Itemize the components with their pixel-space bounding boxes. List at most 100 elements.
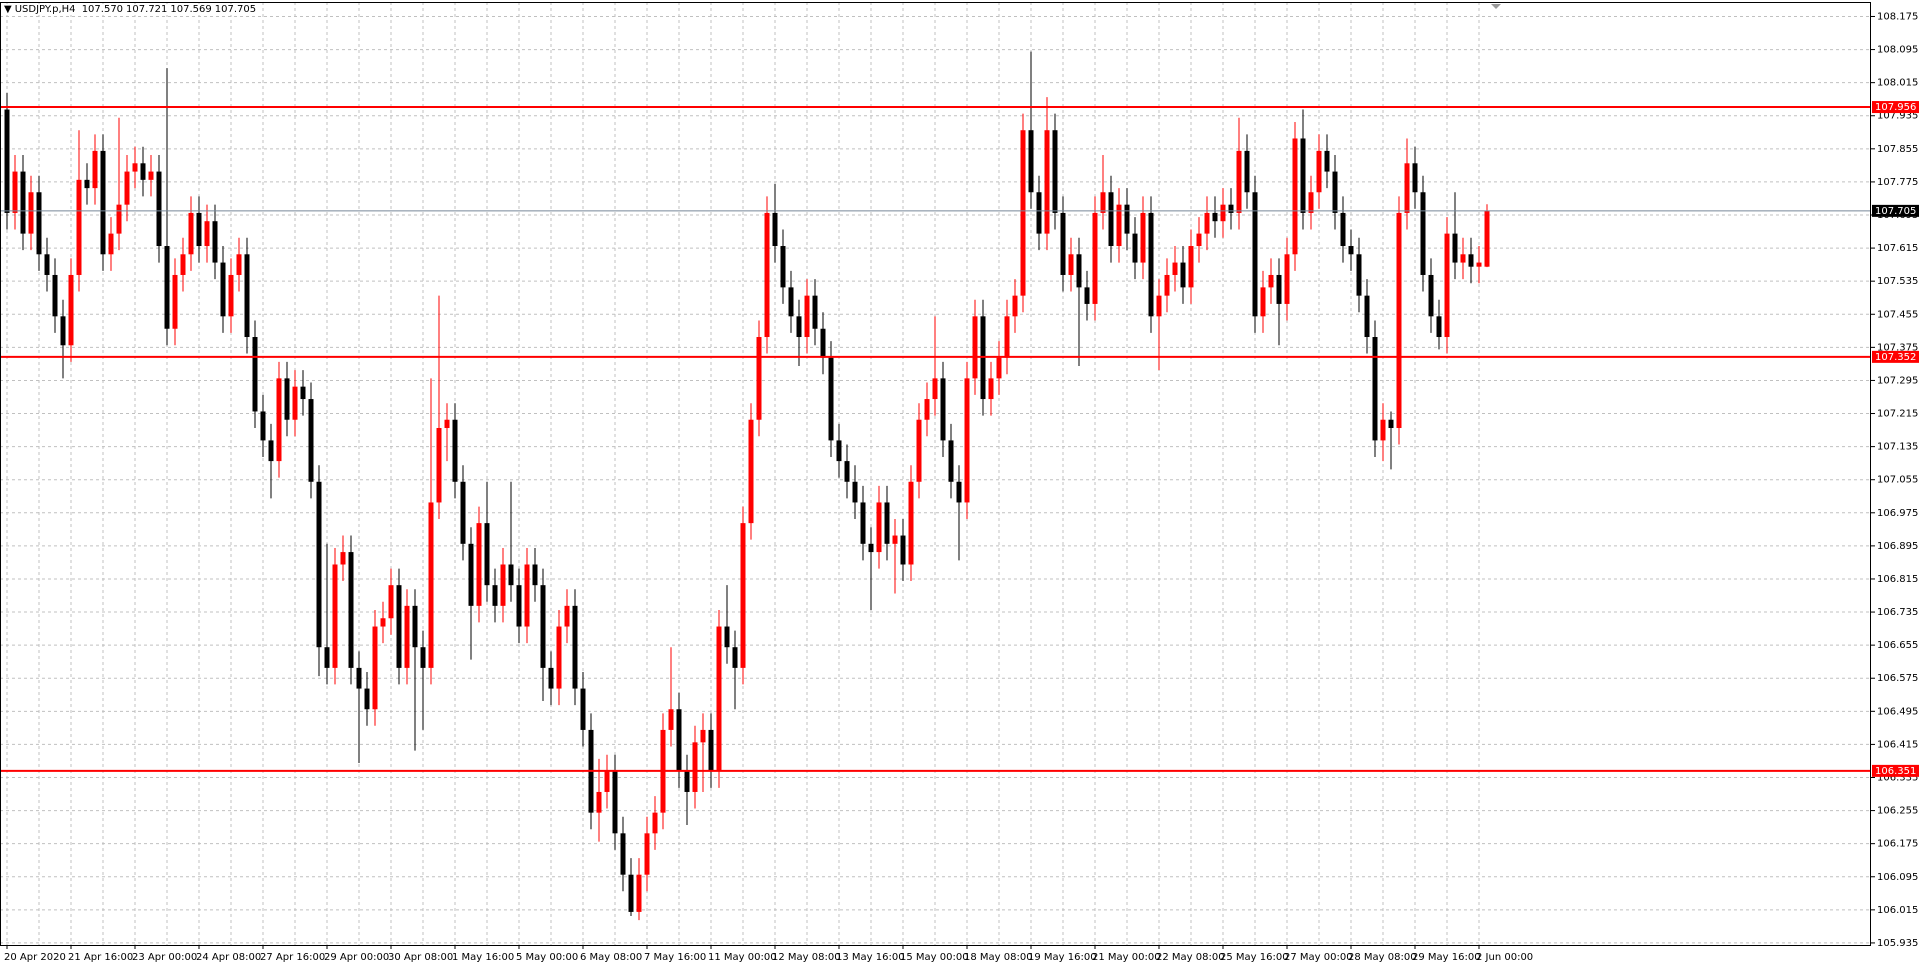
y-tick-label: 107.855 (1877, 144, 1918, 155)
candle-body (1052, 130, 1058, 213)
x-tick-label: 19 May 16:00 (1028, 952, 1097, 963)
candle-body (212, 221, 218, 263)
y-tick-label: 106.415 (1877, 739, 1918, 750)
candle-body (988, 378, 994, 400)
x-tick-label: 5 May 00:00 (516, 952, 578, 963)
candle-body (204, 221, 210, 247)
candle-body (524, 564, 530, 627)
candle-body (1388, 419, 1394, 429)
candle-body (196, 212, 202, 247)
candle-body (644, 833, 650, 875)
x-tick-label: 25 May 16:00 (1220, 952, 1289, 963)
candle-body (268, 440, 274, 462)
level-label: 107.352 (1875, 352, 1916, 363)
level-label: 107.956 (1875, 102, 1916, 113)
candle-body (84, 179, 90, 189)
candle-body (180, 254, 186, 275)
candle-body (860, 502, 866, 544)
candle-body (76, 179, 82, 275)
candle-body (1004, 316, 1010, 358)
candle-body (868, 543, 874, 553)
candle-body (804, 295, 810, 338)
candle-body (572, 605, 578, 689)
level-label: 107.705 (1875, 206, 1916, 217)
level-label-box (1872, 764, 1919, 777)
candle-body (1316, 150, 1322, 193)
candle-body (1044, 130, 1050, 234)
candle-body (1028, 130, 1034, 193)
y-tick-label: 107.375 (1877, 342, 1918, 353)
x-tick-label: 21 May 00:00 (1092, 952, 1161, 963)
candle-body (1396, 212, 1402, 429)
y-tick-label: 106.815 (1877, 574, 1918, 585)
candle-body (484, 523, 490, 586)
x-tick-label: 28 May 08:00 (1348, 952, 1417, 963)
candle-body (692, 742, 698, 792)
candle-body (404, 605, 410, 668)
candle-body (1348, 246, 1354, 255)
candle-body (1124, 204, 1130, 234)
candle-body (164, 246, 170, 329)
y-tick-label: 107.455 (1877, 309, 1918, 320)
candle-body (308, 399, 314, 482)
candle-body (492, 585, 498, 606)
y-tick-label: 106.175 (1877, 839, 1918, 850)
y-tick-label: 107.775 (1877, 177, 1918, 188)
candle-body (500, 564, 506, 606)
candle-body (284, 378, 290, 420)
candle-body (36, 192, 42, 255)
header-value: 107.570 (81, 4, 124, 15)
x-tick-label: 24 Apr 08:00 (196, 952, 261, 963)
candle-body (716, 626, 722, 772)
x-tick-label: 6 May 08:00 (580, 952, 642, 963)
candle-body (52, 274, 58, 317)
y-tick-label: 107.215 (1877, 409, 1918, 420)
candle-body (1404, 163, 1410, 213)
candle-body (444, 419, 450, 429)
candle-body (972, 316, 978, 379)
candle-body (1372, 337, 1378, 441)
candle-body (372, 626, 378, 710)
candle-body (68, 274, 74, 346)
candle-body (340, 552, 346, 565)
candle-body (612, 771, 618, 834)
candle-body (956, 481, 962, 503)
y-tick-label: 108.175 (1877, 11, 1918, 22)
candle-body (1260, 287, 1266, 317)
candle-body (772, 212, 778, 247)
candle-body (1444, 233, 1450, 338)
candle-body (236, 254, 242, 275)
candle-body (276, 378, 282, 462)
candle-body (508, 564, 514, 586)
y-tick-label: 107.535 (1877, 276, 1918, 287)
level-label-box (1872, 350, 1919, 363)
level-label-box (1872, 204, 1919, 217)
candle-body (1100, 192, 1106, 213)
y-tick-label: 107.295 (1877, 375, 1918, 386)
candle-body (1148, 212, 1154, 317)
candle-body (260, 411, 266, 441)
candle-body (300, 386, 306, 400)
y-tick-label: 106.095 (1877, 872, 1918, 883)
candle-body (1332, 171, 1338, 213)
candle-body (460, 481, 466, 544)
candle-body (1020, 130, 1026, 296)
candle-body (4, 109, 10, 213)
candle-body (156, 171, 162, 247)
header-arrow[interactable]: ▼ (4, 4, 12, 15)
x-tick-label: 22 May 08:00 (1156, 952, 1225, 963)
candle-body (1308, 192, 1314, 213)
candle-body (436, 428, 442, 503)
candle-body (100, 150, 106, 255)
candle-body (1012, 295, 1018, 317)
y-tick-label: 106.735 (1877, 607, 1918, 618)
candle-body (924, 399, 930, 420)
candle-body (1476, 262, 1482, 267)
candle-body (964, 378, 970, 503)
y-tick-label: 106.255 (1877, 806, 1918, 817)
y-tick-label: 106.335 (1877, 772, 1918, 783)
candle-body (884, 502, 890, 544)
candle-body (1324, 150, 1330, 172)
